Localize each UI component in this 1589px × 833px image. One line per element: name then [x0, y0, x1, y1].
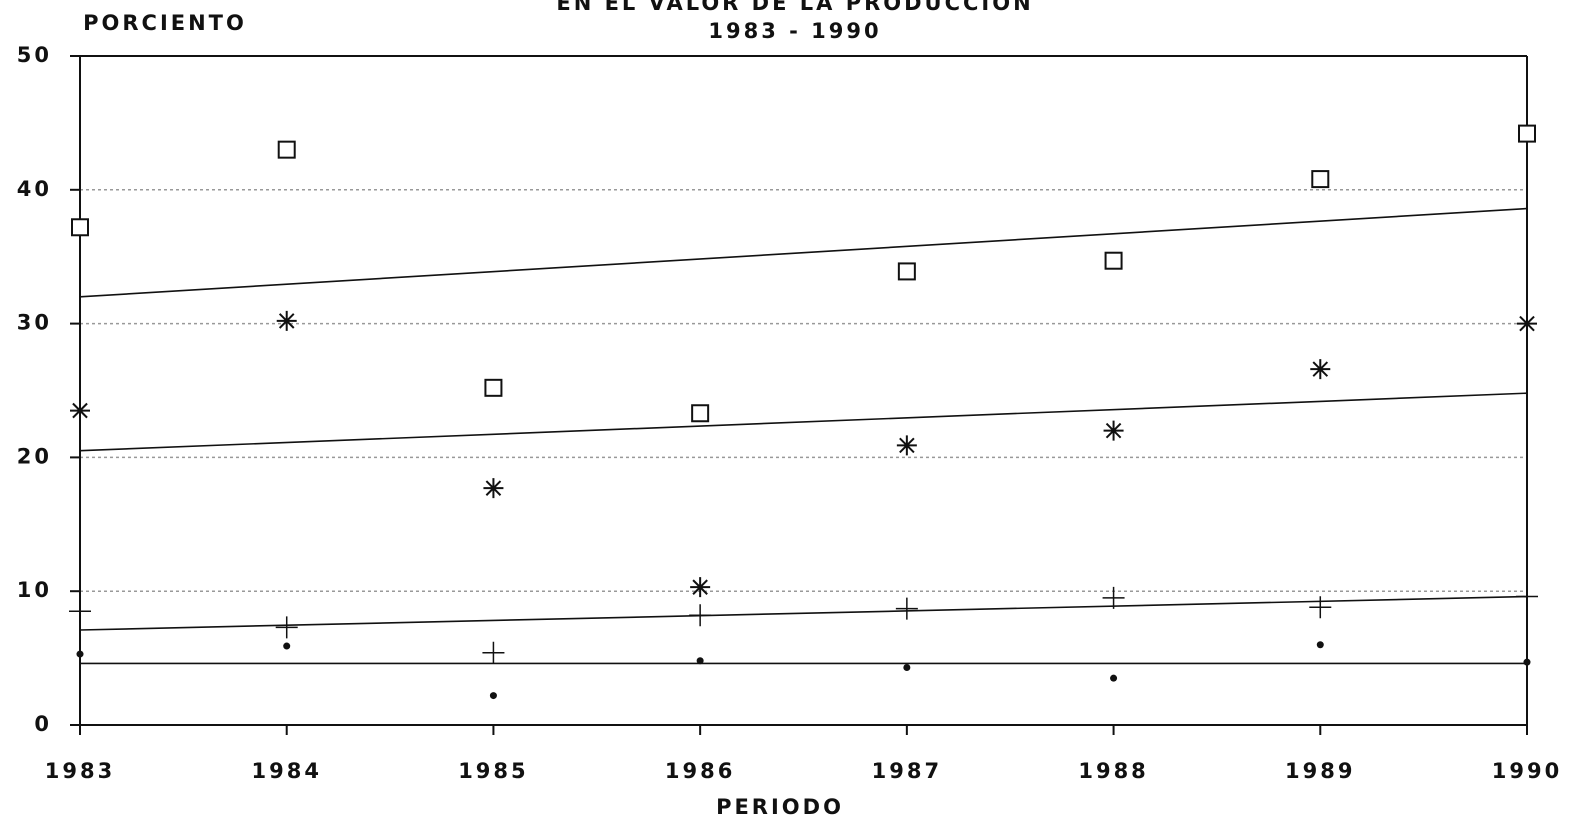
dot-marker	[903, 663, 911, 671]
dot-marker	[1523, 658, 1531, 666]
square-marker	[277, 140, 296, 159]
y-tick-label: 10	[17, 578, 52, 602]
square-marker	[1311, 170, 1330, 189]
dot-marker	[76, 650, 84, 658]
y-tick-label: 0	[34, 712, 52, 736]
square-marker	[484, 378, 503, 397]
plus-marker	[1309, 596, 1332, 619]
dot-marker	[1110, 674, 1118, 682]
x-tick-label: 1984	[251, 759, 321, 783]
asterisk-marker	[896, 435, 917, 456]
square-marker	[1104, 251, 1123, 270]
plus-marker	[482, 641, 505, 664]
y-tick-label: 20	[17, 444, 52, 468]
square-marker	[691, 404, 710, 423]
asterisk-marker	[483, 478, 504, 499]
x-tick-label: 1985	[458, 759, 528, 783]
y-tick-label: 30	[17, 311, 52, 335]
square-marker	[71, 218, 89, 237]
dot-marker	[489, 692, 497, 700]
x-tick-label: 1987	[872, 759, 942, 783]
asterisk-marker	[1517, 313, 1537, 334]
trend-line	[79, 207, 1528, 298]
x-axis-label: PERIODO	[716, 795, 844, 819]
y-tick-label: 40	[17, 177, 52, 201]
x-tick-label: 1989	[1285, 759, 1355, 783]
x-tick-label: 1983	[45, 759, 115, 783]
y-tick-label: 50	[17, 43, 52, 67]
asterisk-marker	[1103, 420, 1124, 441]
dot-marker	[696, 657, 704, 665]
square-marker	[897, 262, 916, 281]
dot-marker	[1316, 641, 1324, 649]
plus-marker	[1102, 586, 1125, 609]
x-tick-label: 1990	[1492, 759, 1562, 783]
x-tick-label: 1988	[1078, 759, 1148, 783]
chart-title: EN EL VALOR DE LA PRODUCCION	[556, 0, 1033, 15]
dot-marker	[283, 642, 291, 650]
x-tick-label: 1986	[665, 759, 735, 783]
plus-marker	[689, 604, 712, 627]
asterisk-marker	[1310, 359, 1331, 380]
plus-marker	[895, 597, 918, 620]
plus-marker	[69, 600, 91, 623]
plus-marker	[1516, 585, 1538, 608]
chart-subtitle: 1983 - 1990	[708, 19, 881, 43]
asterisk-marker	[690, 577, 711, 598]
asterisk-marker	[70, 400, 90, 421]
asterisk-marker	[276, 310, 297, 331]
square-marker	[1518, 124, 1536, 143]
y-axis-label: PORCIENTO	[83, 11, 247, 35]
plus-marker	[275, 616, 298, 639]
trend-line	[79, 392, 1528, 452]
trend-line	[79, 595, 1528, 631]
